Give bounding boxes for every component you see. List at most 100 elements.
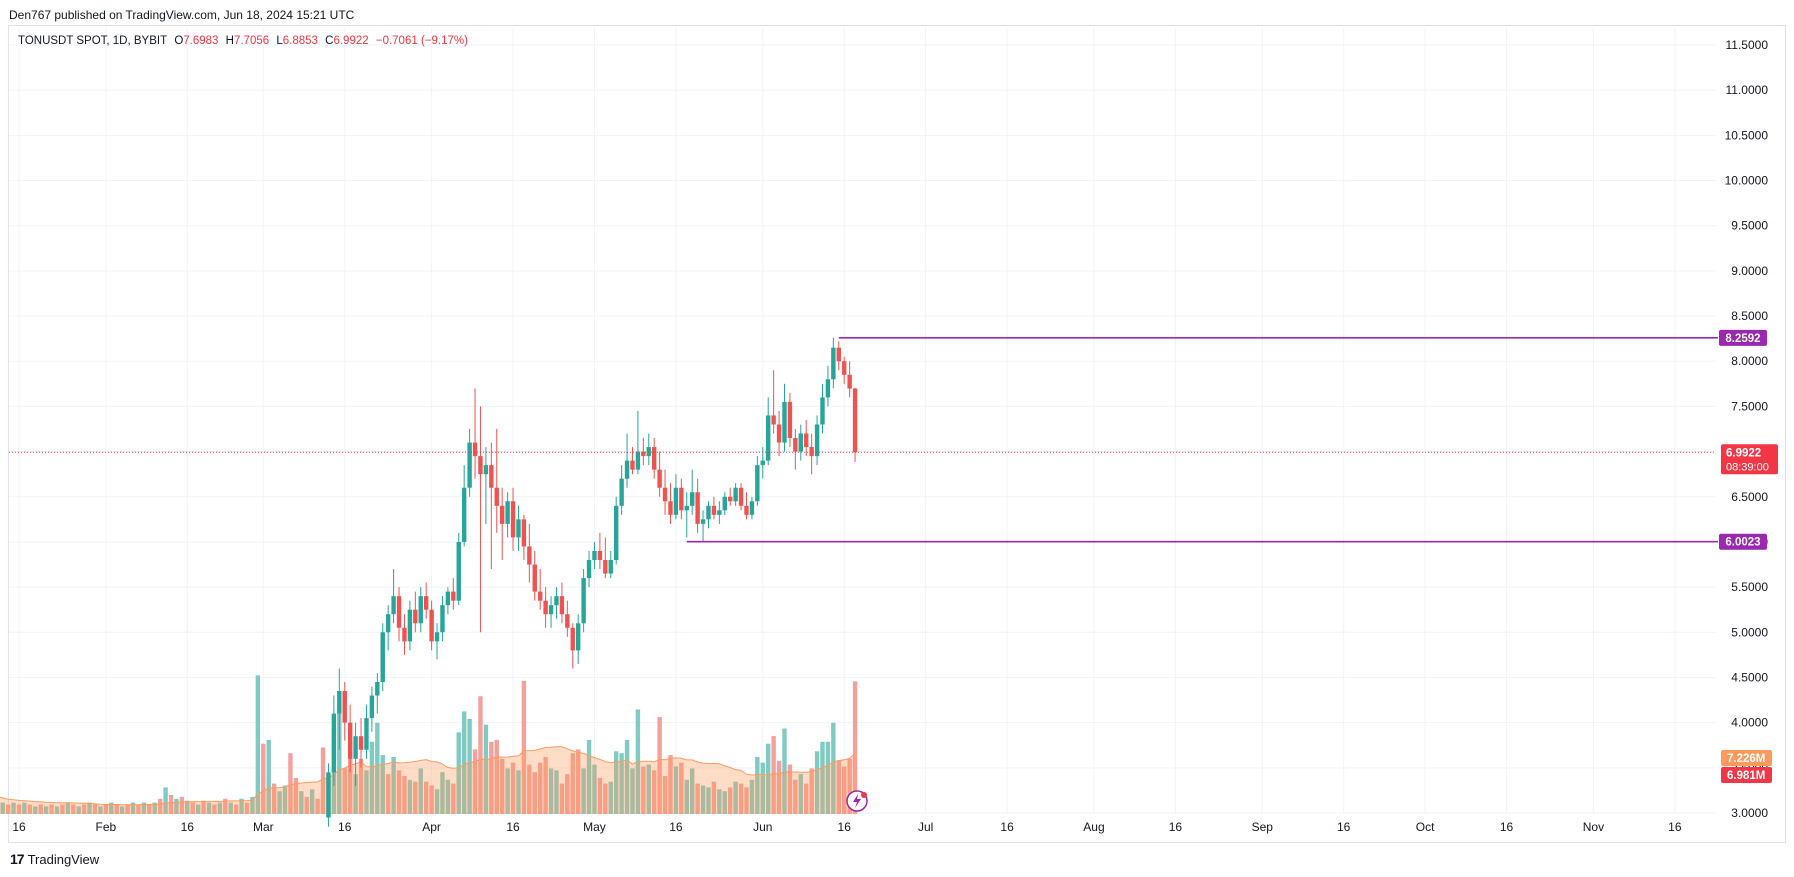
candle-body — [434, 632, 440, 642]
volume-bar — [76, 806, 81, 814]
tradingview-footer[interactable]: 17 TradingView — [10, 851, 99, 867]
volume-bar — [456, 732, 461, 814]
volume-bar — [364, 770, 369, 814]
price-tick-label: 4.5000 — [1731, 670, 1768, 684]
countdown-label: 08:39:00 — [1726, 461, 1769, 473]
candle-body — [831, 347, 836, 380]
open-label: O — [174, 35, 184, 47]
candle-body — [445, 591, 451, 606]
price-tick-label: 5.0000 — [1731, 625, 1768, 639]
candle-body — [483, 465, 489, 475]
volume-bar — [65, 802, 71, 814]
level-tag-bg — [1719, 329, 1767, 346]
level-tag-label: 6.0023 — [1725, 537, 1760, 549]
volume-moving-average — [0, 746, 856, 814]
candle-body — [456, 541, 461, 601]
time-tick-label: Jul — [918, 820, 933, 834]
alert-icon[interactable] — [846, 790, 868, 812]
horizontal-levels[interactable] — [9, 337, 1718, 543]
time-tick-label: Feb — [96, 820, 117, 834]
volume-bar — [228, 802, 233, 814]
candle-body — [787, 401, 793, 439]
volume-bar — [516, 770, 521, 814]
volume-bar — [434, 789, 440, 814]
volume-bar — [831, 722, 836, 814]
volume-bar — [54, 806, 60, 814]
candle-body — [342, 691, 347, 723]
candle-body — [581, 578, 586, 624]
volume-bar — [499, 758, 505, 814]
candle-body — [364, 718, 369, 750]
published-header: Den767 published on TradingView.com, Jun… — [9, 8, 355, 22]
candle-body — [461, 487, 467, 542]
tradingview-brand: TradingView — [27, 851, 100, 867]
volume-bar — [299, 791, 304, 814]
candle-body — [407, 609, 413, 642]
candle-body — [804, 433, 809, 448]
volume-bar — [744, 787, 749, 814]
volume-bar — [461, 711, 467, 814]
open-value: 7.6983 — [183, 35, 219, 47]
candle-body — [494, 487, 499, 506]
volume-bar — [391, 757, 396, 814]
candle-body — [798, 433, 803, 452]
volume-bar — [771, 736, 776, 814]
candle-body — [630, 460, 635, 470]
candle-body — [478, 456, 483, 475]
candle-body — [744, 505, 749, 515]
price-tick-label: 10.5000 — [1725, 128, 1769, 142]
volume-bar — [119, 806, 125, 814]
candle-body — [635, 451, 641, 470]
volume-bar — [728, 787, 733, 814]
price-tick-label: 7.5000 — [1731, 399, 1768, 413]
volume-bar — [152, 802, 157, 814]
volume-bar — [223, 798, 228, 814]
candle-body — [418, 596, 423, 624]
candle-body — [738, 487, 744, 506]
low-value: 6.8853 — [282, 35, 318, 47]
time-axis[interactable]: 16 Feb 16 Mar 16 Apr 16 May 16 Jun 16 Jul 16 Aug 16 Sep… — [12, 820, 1682, 834]
candle-body — [554, 596, 559, 606]
volume-bar — [738, 783, 744, 814]
volume-bar — [22, 802, 27, 814]
volume-bar — [662, 776, 668, 814]
price-axis[interactable]: 11.5000 11.0000 10.5000 10.0000 9.5000 9.0000… — [1725, 38, 1769, 820]
candle-body — [592, 550, 597, 561]
volume-bar — [277, 791, 282, 814]
volume-bar — [749, 779, 755, 814]
candle-body — [619, 478, 624, 506]
time-tick-label: Nov — [1583, 820, 1604, 834]
volume-bar — [27, 804, 33, 814]
candle-body — [391, 596, 396, 615]
volume-bar — [820, 741, 825, 814]
time-tick-label: Sep — [1252, 820, 1274, 834]
candle-body — [793, 438, 798, 452]
candle-body — [413, 609, 418, 624]
volume-bar — [163, 787, 168, 814]
candle-body — [717, 510, 722, 515]
candle-body — [570, 627, 575, 651]
volume-bars — [0, 675, 858, 814]
volume-bar — [429, 785, 434, 814]
candle-body — [369, 695, 375, 719]
candle-body — [543, 600, 548, 615]
alert-dot — [861, 792, 867, 798]
volume-bar — [81, 804, 87, 814]
volume-bar — [407, 779, 413, 814]
candle-body — [706, 505, 711, 520]
volume-bar — [375, 722, 380, 814]
candle-body — [825, 379, 831, 398]
price-tick-label: 10.0000 — [1725, 174, 1769, 188]
candle-body — [852, 388, 858, 453]
candle-body — [776, 424, 782, 443]
volume-bar — [597, 777, 603, 814]
time-tick-label: 16 — [12, 820, 26, 834]
candle-body — [489, 465, 494, 488]
volume-bar — [776, 760, 782, 814]
time-tick-label: Apr — [422, 820, 441, 834]
volume-bar — [755, 757, 760, 814]
candle-body — [586, 560, 592, 579]
volume-bar — [565, 774, 570, 814]
candle-body — [516, 519, 521, 538]
